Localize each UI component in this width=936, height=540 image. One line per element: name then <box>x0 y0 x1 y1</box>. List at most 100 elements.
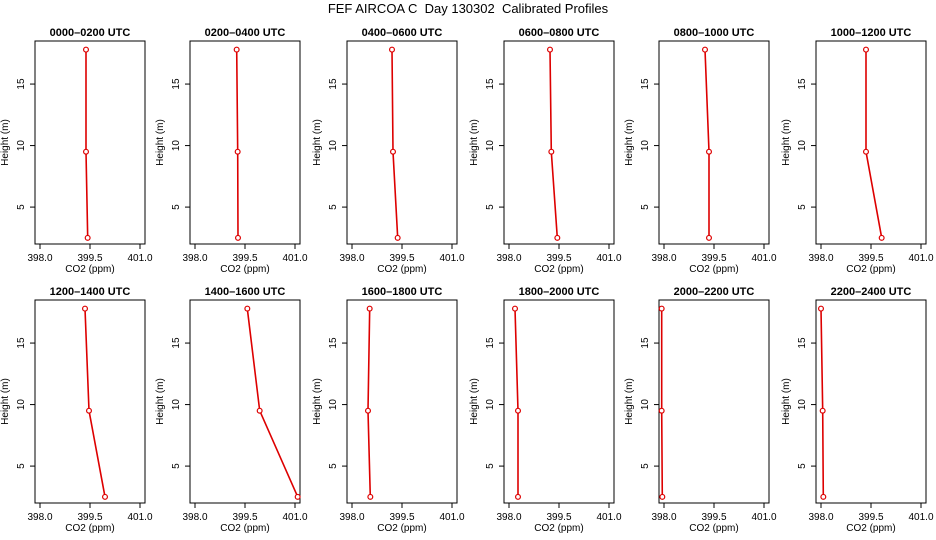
x-tick-label: 398.0 <box>651 512 676 523</box>
series-line <box>704 49 710 238</box>
panel-title: 2200–2400 UTC <box>831 286 912 298</box>
series-line <box>391 49 399 238</box>
x-axis-label: CO2 (ppm) <box>65 264 114 275</box>
y-tick-label: 15 <box>485 78 496 90</box>
y-tick-label: 5 <box>328 463 339 469</box>
panel-title: 0600–0800 UTC <box>519 27 600 39</box>
series-line <box>549 49 559 238</box>
panel-title: 1200–1400 UTC <box>50 286 131 298</box>
y-axis-label: Height (m) <box>312 378 323 425</box>
x-tick-label: 401.0 <box>282 253 307 264</box>
y-tick-label: 10 <box>797 399 808 411</box>
plot-frame <box>815 299 927 504</box>
series-line <box>235 49 239 238</box>
data-point <box>84 234 91 241</box>
y-tick-label: 5 <box>16 463 27 469</box>
x-axis-label: CO2 (ppm) <box>534 264 583 275</box>
x-tick-label: 399.5 <box>858 512 883 523</box>
data-point <box>389 46 396 53</box>
y-axis-label: Height (m) <box>781 378 792 425</box>
plot-frame <box>503 299 615 504</box>
x-tick-label: 398.0 <box>808 253 833 264</box>
x-tick-label: 401.0 <box>439 512 464 523</box>
y-tick-label: 15 <box>797 78 808 90</box>
x-axis-label: CO2 (ppm) <box>220 523 269 534</box>
data-point <box>366 305 373 312</box>
panel-11: 2200–2400 UTC 398.0 399.5 401.0 CO2 (ppm) 5 10… <box>781 286 934 534</box>
y-axis-label: Height (m) <box>0 378 11 425</box>
x-tick-label: 399.5 <box>389 253 414 264</box>
y-tick-label: 5 <box>485 204 496 210</box>
x-tick-label: 399.5 <box>546 512 571 523</box>
panel-3: 0600–0800 UTC 398.0 399.5 401.0 CO2 (ppm) 5 10… <box>469 27 622 275</box>
data-point <box>817 305 824 312</box>
plot-frame <box>658 40 770 245</box>
series-line <box>514 308 519 497</box>
y-tick-label: 15 <box>16 337 27 349</box>
x-tick-label: 401.0 <box>596 512 621 523</box>
panel-5: 1000–1200 UTC 398.0 399.5 401.0 CO2 (ppm) 5 10… <box>781 27 934 275</box>
y-tick-label: 10 <box>171 399 182 411</box>
x-axis-label: CO2 (ppm) <box>846 523 895 534</box>
panel-6: 1200–1400 UTC 398.0 399.5 401.0 CO2 (ppm) 5 10… <box>0 286 153 534</box>
data-point <box>705 234 712 241</box>
panel-title: 0000–0200 UTC <box>50 27 131 39</box>
series-line <box>660 308 664 497</box>
x-axis-label: CO2 (ppm) <box>377 523 426 534</box>
x-tick-label: 398.0 <box>651 253 676 264</box>
x-tick-label: 399.5 <box>232 512 257 523</box>
data-point <box>511 305 518 312</box>
y-tick-label: 10 <box>328 140 339 152</box>
panel-0: 0000–0200 UTC 398.0 399.5 401.0 CO2 (ppm) 5 10… <box>0 27 153 275</box>
panel-4: 0800–1000 UTC 398.0 399.5 401.0 CO2 (ppm) 5 10… <box>624 27 777 275</box>
y-tick-label: 10 <box>797 140 808 152</box>
x-tick-label: 401.0 <box>908 512 933 523</box>
x-axis-label: CO2 (ppm) <box>377 264 426 275</box>
plot-frame <box>658 299 770 504</box>
y-tick-label: 15 <box>797 337 808 349</box>
x-axis-label: CO2 (ppm) <box>534 523 583 534</box>
series-line <box>85 49 89 238</box>
panel-title: 0400–0600 UTC <box>362 27 443 39</box>
y-tick-label: 5 <box>797 204 808 210</box>
x-tick-label: 398.0 <box>496 512 521 523</box>
data-point <box>554 234 561 241</box>
y-axis-label: Height (m) <box>624 378 635 425</box>
y-tick-label: 5 <box>328 204 339 210</box>
data-point <box>256 407 263 414</box>
panel-7: 1400–1600 UTC 398.0 399.5 401.0 CO2 (ppm) 5 10… <box>155 286 308 534</box>
figure-title: FEF AIRCOA C Day 130302 Calibrated Profi… <box>327 1 609 16</box>
y-axis-label: Height (m) <box>469 119 480 166</box>
data-point <box>659 493 666 500</box>
data-point <box>101 493 108 500</box>
y-tick-label: 10 <box>171 140 182 152</box>
data-point <box>819 407 826 414</box>
y-axis-label: Height (m) <box>155 119 166 166</box>
panel-title: 1000–1200 UTC <box>831 27 912 39</box>
y-tick-label: 5 <box>797 463 808 469</box>
panel-title: 0800–1000 UTC <box>674 27 755 39</box>
plot-frame <box>346 40 458 245</box>
x-tick-label: 401.0 <box>127 253 152 264</box>
y-axis-label: Height (m) <box>469 378 480 425</box>
panel-title: 1800–2000 UTC <box>519 286 600 298</box>
plot-frame <box>189 40 301 245</box>
plot-frame <box>34 40 146 245</box>
data-point <box>81 305 88 312</box>
x-tick-label: 398.0 <box>182 512 207 523</box>
x-tick-label: 401.0 <box>282 512 307 523</box>
x-tick-label: 398.0 <box>339 512 364 523</box>
panel-title: 2000–2200 UTC <box>674 286 755 298</box>
data-point <box>701 46 708 53</box>
data-point <box>514 493 521 500</box>
x-tick-label: 399.5 <box>77 253 102 264</box>
data-point <box>82 46 89 53</box>
y-tick-label: 10 <box>640 140 651 152</box>
panel-8: 1600–1800 UTC 398.0 399.5 401.0 CO2 (ppm) 5 10… <box>312 286 465 534</box>
y-tick-label: 15 <box>640 337 651 349</box>
y-axis-label: Height (m) <box>0 119 11 166</box>
data-point <box>514 407 521 414</box>
y-axis-label: Height (m) <box>624 119 635 166</box>
data-point <box>546 46 553 53</box>
